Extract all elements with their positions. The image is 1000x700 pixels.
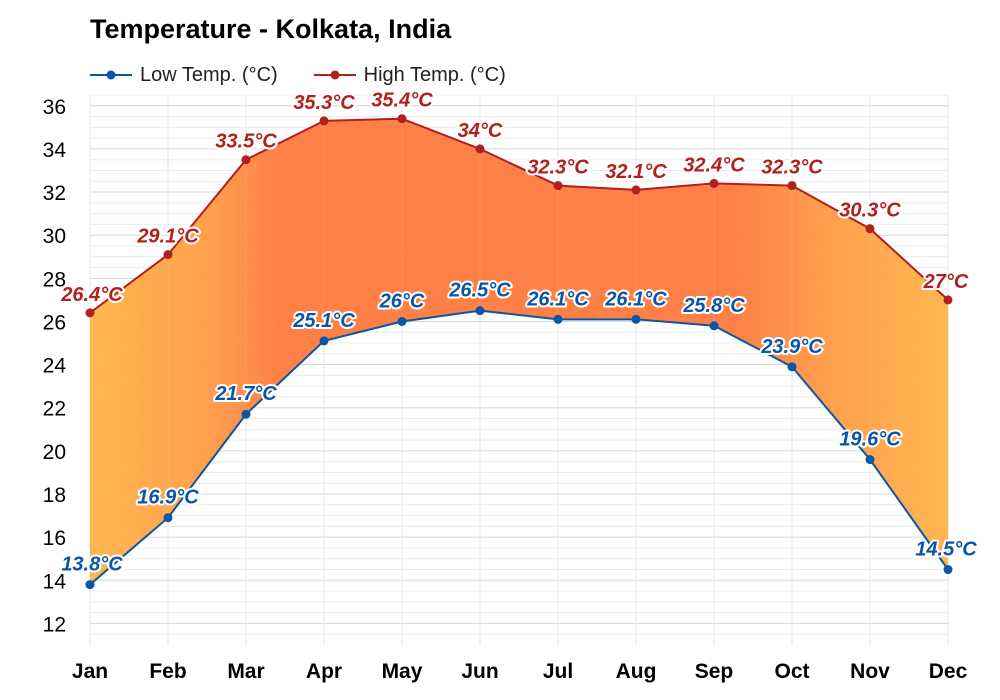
low-temp-point [241,409,251,419]
legend-high-label: High Temp. (°C) [363,63,506,86]
legend-high-line-icon [313,70,356,80]
low-temp-point [787,362,797,372]
high-temp-label: 35.4°C [371,90,433,112]
series-lines [89,117,949,586]
low-temp-point [709,321,719,331]
high-temp-point [553,181,563,191]
low-temp-point [475,306,485,316]
x-tick-label: Jan [72,660,108,683]
y-tick-label: 20 [43,441,66,464]
y-tick-label: 18 [43,484,66,507]
low-temp-label: 26.1°C [604,288,667,310]
x-tick-label: Dec [929,660,968,683]
low-temp-label: 26.5°C [448,280,511,302]
range-fill [90,118,948,585]
high-temp-label: 29.1°C [136,226,199,248]
y-tick-label: 32 [43,182,66,205]
high-temp-point [241,155,251,165]
x-tick-label: Jun [461,660,498,683]
high-temp-point [787,181,797,191]
high-temp-point [865,224,875,234]
low-temp-label: 19.6°C [839,429,901,451]
x-tick-label: Apr [306,660,342,683]
high-temp-label: 35.3°C [293,92,355,114]
x-tick-label: Oct [774,660,809,683]
low-temp-label: 26°C [379,290,425,312]
high-temp-point [397,114,407,124]
low-temp-point [865,455,875,465]
y-tick-label: 28 [43,268,66,291]
y-tick-label: 14 [43,570,67,593]
x-tick-label: Feb [149,660,186,683]
high-temp-label: 32.3°C [527,157,589,179]
data-labels: 13.8°C 16.9°C 21.7°C 25.1°C 26°C 26.5°C 26.1°C… [58,88,979,578]
temperature-range-area [90,118,948,585]
high-temp-point [709,178,719,188]
x-tick-label: Jul [543,660,573,683]
high-temp-point [85,308,95,318]
x-tick-label: Nov [850,660,890,683]
x-tick-label: Sep [695,660,734,683]
high-temp-point [475,144,485,154]
y-tick-label: 36 [43,96,66,119]
low-temp-point [631,314,641,324]
low-temp-label: 21.7°C [214,383,277,405]
high-temp-label: 33.5°C [215,131,277,153]
y-tick-label: 22 [43,398,66,421]
high-temp-label: 30.3°C [839,200,901,222]
low-temp-point [85,580,95,590]
legend: Low Temp. (°C) High Temp. (°C) [90,60,542,90]
high-temp-label: 27°C [923,271,969,293]
low-temp-label: 14.5°C [915,539,977,561]
x-tick-label: May [382,660,423,683]
y-tick-label: 12 [43,613,66,636]
chart-title: Temperature - Kolkata, India [90,14,452,44]
legend-item-low[interactable]: Low Temp. (°C) [90,64,278,87]
y-tick-label: 24 [43,355,67,378]
y-tick-label: 16 [43,527,66,550]
low-temp-label: 26.1°C [526,288,589,310]
low-temp-point [943,565,953,575]
high-temp-point [319,116,329,126]
x-tick-label: Aug [616,660,657,683]
y-tick-label: 34 [43,139,67,162]
high-temp-point [631,185,641,195]
low-temp-line [89,309,949,586]
x-tick-label: Mar [227,660,264,683]
low-temp-label: 13.8°C [61,554,123,576]
high-temp-label: 32.4°C [683,154,745,176]
x-axis: Jan Feb Mar Apr May Jun Jul Aug Sep Oct Nov Dec [72,660,968,683]
y-tick-label: 30 [43,225,66,248]
low-temp-label: 25.8°C [682,295,745,317]
high-temp-point [163,250,173,260]
low-temp-label: 25.1°C [292,310,355,332]
y-tick-label: 26 [43,311,66,334]
low-temp-label: 23.9°C [760,336,823,358]
low-temp-label: 16.9°C [137,487,199,509]
low-temp-point [163,513,173,523]
legend-item-high[interactable]: High Temp. (°C) [313,63,506,87]
low-temp-point [397,316,407,326]
high-temp-label: 32.1°C [605,161,667,183]
high-temp-label: 32.3°C [761,157,823,179]
high-temp-label: 34°C [458,120,503,142]
low-temp-point [319,336,329,346]
high-temp-line [89,117,949,314]
low-temp-point [553,314,563,324]
high-temp-label: 26.4°C [60,284,123,306]
y-axis: 12 14 16 18 20 22 24 26 28 30 32 34 36 [43,96,67,637]
legend-low-line-icon [90,70,132,80]
legend-low-label: Low Temp. (°C) [140,63,278,86]
series-points [85,114,953,590]
high-temp-point [943,295,953,305]
